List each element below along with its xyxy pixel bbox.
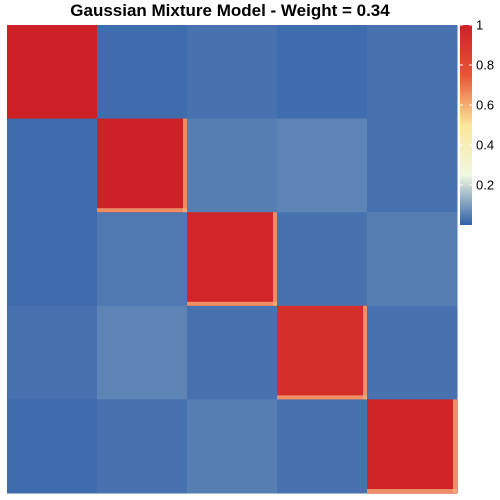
block-edge [97,208,187,213]
block-edge [453,399,457,493]
heatmap-cell [187,118,278,213]
heatmap-cell [187,212,278,307]
heatmap-cell [7,399,98,494]
colorbar: 0.2 0.4 0.6 0.8 1 [460,18,494,225]
colorbar-tick-label: 0.8 [476,58,494,73]
heatmap-cell [367,212,458,307]
heatmap-cell [97,212,188,307]
heatmap-cell [367,305,458,400]
colorbar-tick-label: 0.2 [476,178,494,193]
heatmap-cell [97,399,188,494]
heatmap-cell [7,212,98,307]
colorbar-tick-label: 0.4 [476,138,494,153]
block-edge [363,305,367,400]
heatmap-cell [7,305,98,400]
heatmap-cell [7,118,98,213]
colorbar-tick-label: 1 [476,18,483,33]
heatmap-cell [97,118,188,213]
block-edge [187,301,277,306]
colorbar-tick-label: 0.6 [476,98,494,113]
heatmap-cell [187,25,278,120]
heatmap-cell [97,25,188,120]
heatmap-cell [277,305,368,400]
chart-title: Gaussian Mixture Model - Weight = 0.34 [70,1,390,20]
heatmap-cell [277,212,368,307]
heatmap-cell [187,305,278,400]
heatmap-cell [367,118,458,213]
heatmap-block-edges [97,118,457,493]
heatmap-cell [367,25,458,120]
heatmap-cell [187,399,278,494]
heatmap-cell [277,399,368,494]
heatmap-cell [277,118,368,213]
heatmap-cell [97,305,188,400]
block-edge [277,395,367,400]
heatmap-cell [367,399,458,494]
heatmap-cells [7,25,458,494]
heatmap-cell [7,25,98,120]
colorbar-gradient [460,25,472,225]
heatmap-cell [277,25,368,120]
block-edge [367,489,457,493]
block-edge [273,212,277,306]
block-edge [183,118,187,213]
